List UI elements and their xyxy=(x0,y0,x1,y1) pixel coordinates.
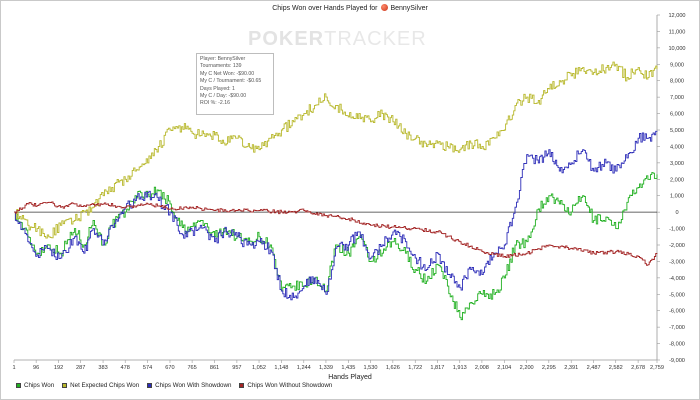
x-tick-label: 2,295 xyxy=(542,365,556,371)
x-tick-label: 1,052 xyxy=(252,365,266,371)
x-tick-label: 765 xyxy=(187,365,196,371)
x-tick-label: 1 xyxy=(12,365,15,371)
legend-item-net-expected[interactable]: Net Expected Chips Won xyxy=(62,382,139,389)
legend: Chips Won Net Expected Chips Won Chips W… xyxy=(16,381,332,389)
y-tick-label: -4,000 xyxy=(669,276,685,282)
y-tick-label: 5,000 xyxy=(670,128,684,134)
watermark-bold: POKER xyxy=(248,28,325,50)
x-tick-label: 1,626 xyxy=(386,365,400,371)
pokertracker-watermark: POKERTRACKER xyxy=(248,28,427,51)
legend-swatch xyxy=(239,382,245,388)
y-tick-label: 6,000 xyxy=(670,112,684,118)
y-tick-label: -9,000 xyxy=(669,358,685,364)
series-line-2 xyxy=(14,130,658,301)
y-tick-label: 2,000 xyxy=(670,177,684,183)
x-tick-label: 1,530 xyxy=(363,365,377,371)
y-tick-label: 9,000 xyxy=(670,62,684,68)
x-tick-label: 574 xyxy=(143,365,152,371)
y-tick-label: 7,000 xyxy=(670,95,684,101)
y-tick-label: 8,000 xyxy=(670,79,684,85)
x-tick-label: 2,759 xyxy=(650,365,664,371)
x-tick-label: 2,200 xyxy=(520,365,534,371)
y-tick-label: 1,000 xyxy=(670,194,684,200)
y-tick-label: -1,000 xyxy=(669,227,685,233)
stat-tournaments: Tournaments: 139 xyxy=(200,63,242,70)
stat-days-played: Days Played: 1 xyxy=(200,85,235,92)
stat-roi: ROI %: -2.16 xyxy=(200,100,230,107)
stats-box: Player: BennySilver Tournaments: 139 My … xyxy=(196,53,274,115)
legend-label: Chips Won Without Showdown xyxy=(247,381,333,389)
x-tick-label: 1,722 xyxy=(408,365,422,371)
x-tick-label: 1,339 xyxy=(319,365,333,371)
stat-net-won: My C Net Won: -$90.00 xyxy=(200,70,255,77)
stat-player: Player: BennySilver xyxy=(200,56,246,62)
x-tick-label: 383 xyxy=(98,365,107,371)
y-tick-label: 12,000 xyxy=(668,13,685,19)
x-tick-label: 478 xyxy=(121,365,130,371)
y-tick-label: 11,000 xyxy=(669,29,686,35)
legend-label: Chips Won With Showdown xyxy=(155,381,232,389)
x-tick-label: 2,678 xyxy=(631,365,645,371)
y-tick-label: -7,000 xyxy=(669,325,685,331)
legend-item-with-showdown[interactable]: Chips Won With Showdown xyxy=(147,382,231,389)
legend-swatch xyxy=(16,382,21,388)
x-tick-label: 287 xyxy=(76,365,85,371)
x-tick-label: 1,148 xyxy=(274,365,288,371)
stat-per-day: My C / Day: -$90.00 xyxy=(200,93,247,100)
x-tick-label: 2,104 xyxy=(497,365,511,371)
legend-swatch xyxy=(147,382,153,388)
y-tick-label: -8,000 xyxy=(669,342,685,348)
x-tick-label: 192 xyxy=(54,365,63,371)
y-tick-label: -2,000 xyxy=(669,243,685,249)
x-tick-label: 670 xyxy=(165,365,174,371)
x-tick-label: 1,913 xyxy=(453,365,467,371)
x-tick-label: 96 xyxy=(33,365,39,371)
y-tick-label: 0 xyxy=(675,210,678,216)
y-tick-label: -6,000 xyxy=(669,309,685,315)
player-name: BennySilver xyxy=(390,5,428,12)
legend-swatch xyxy=(62,382,68,388)
series-line-1 xyxy=(14,61,658,239)
legend-label: Net Expected Chips Won xyxy=(70,381,140,389)
series-line-0 xyxy=(14,172,658,321)
legend-item-without-showdown[interactable]: Chips Won Without Showdown xyxy=(239,382,332,389)
x-tick-label: 861 xyxy=(210,365,219,371)
x-tick-label: 1,244 xyxy=(297,365,311,371)
y-tick-label: 10,000 xyxy=(668,46,685,52)
x-tick-label: 957 xyxy=(232,365,241,371)
player-avatar-icon xyxy=(381,4,389,11)
x-axis-title: Hands Played xyxy=(328,374,372,381)
series-line-3 xyxy=(14,201,658,266)
y-tick-label: 3,000 xyxy=(670,161,684,167)
stat-per-tournament: My C / Tournament: -$0.65 xyxy=(200,78,262,85)
x-tick-label: 1,817 xyxy=(430,365,444,371)
y-tick-label: -3,000 xyxy=(669,259,685,265)
chart-title: Chips Won over Hands Played for BennySil… xyxy=(0,4,700,12)
x-tick-label: 2,487 xyxy=(587,365,601,371)
watermark-thin: TRACKER xyxy=(324,28,427,50)
legend-label: Chips Won xyxy=(24,381,55,389)
y-tick-label: 4,000 xyxy=(670,144,684,150)
x-tick-label: 2,582 xyxy=(609,365,623,371)
legend-item-chips-won[interactable]: Chips Won xyxy=(16,382,54,389)
y-tick-label: -5,000 xyxy=(669,292,685,298)
x-tick-label: 2,391 xyxy=(564,365,578,371)
x-tick-label: 2,008 xyxy=(475,365,489,371)
chart-title-text: Chips Won over Hands Played for xyxy=(272,5,378,12)
x-tick-label: 1,435 xyxy=(341,365,355,371)
